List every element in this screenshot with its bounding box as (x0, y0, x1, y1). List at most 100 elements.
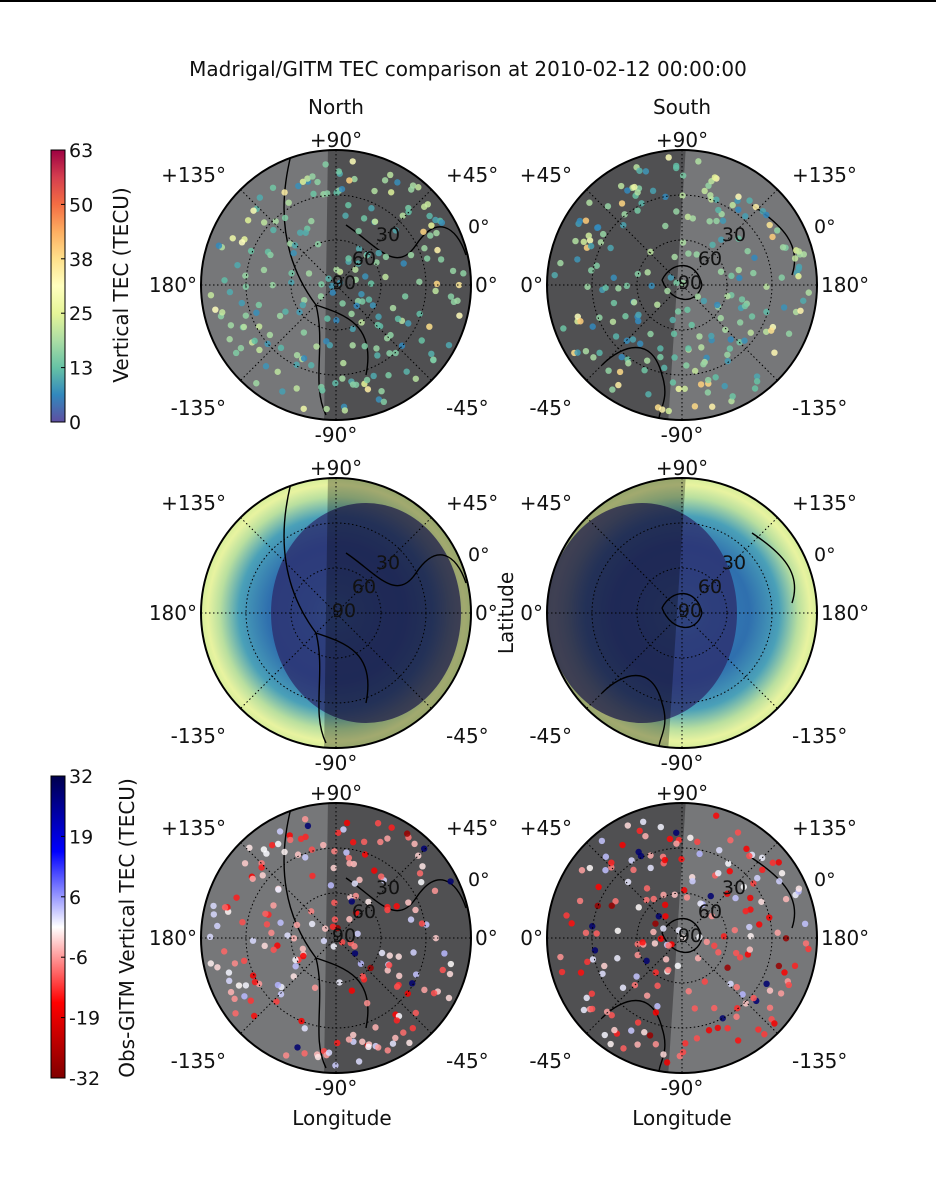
data-point (214, 922, 221, 930)
data-point (735, 266, 742, 274)
data-point (231, 960, 239, 967)
longitude-label-top-right: +135° (792, 163, 857, 187)
data-point (382, 253, 390, 261)
longitude-label-top: +90° (310, 781, 362, 805)
data-point (585, 232, 592, 239)
data-point (349, 325, 356, 333)
data-point (557, 953, 564, 961)
data-point (652, 1041, 660, 1048)
data-point (290, 249, 297, 257)
longitude-label-bottom: -90° (315, 751, 358, 775)
longitude-label-bottom-right: -135° (792, 396, 847, 420)
data-point (720, 933, 728, 940)
data-point (691, 1005, 698, 1012)
data-point (340, 359, 347, 367)
longitude-label-bottom-right: -135° (792, 1049, 847, 1073)
data-point (325, 1049, 333, 1056)
data-point (659, 406, 666, 413)
data-point (385, 961, 393, 969)
data-point (323, 405, 330, 413)
data-point (641, 1029, 648, 1036)
data-point (619, 984, 627, 991)
data-point (274, 368, 281, 375)
data-point (363, 376, 371, 384)
data-point (432, 216, 439, 224)
data-point (652, 920, 659, 927)
data-point (416, 310, 423, 318)
data-point (420, 228, 427, 235)
data-point (268, 929, 275, 937)
data-point (405, 320, 412, 327)
data-point (576, 897, 584, 905)
data-point (332, 1062, 339, 1069)
data-point (339, 300, 346, 307)
data-point (419, 863, 426, 870)
data-point (678, 855, 685, 863)
data-point (300, 952, 307, 960)
data-point (349, 158, 356, 165)
colorbar-tec: 63 50 38 25 13 0 (50, 140, 93, 434)
data-point (299, 178, 307, 185)
data-point (647, 852, 654, 859)
data-point (601, 962, 608, 970)
data-point (351, 950, 359, 957)
data-point (297, 835, 305, 843)
data-point (666, 835, 674, 843)
data-point (301, 1025, 308, 1032)
data-point (785, 981, 793, 989)
data-point (392, 1034, 399, 1042)
data-point (715, 206, 722, 214)
data-point (269, 184, 277, 191)
data-point (282, 1052, 290, 1059)
data-point (697, 900, 704, 907)
data-point (226, 336, 233, 343)
data-point (311, 984, 319, 991)
map-boundary (200, 149, 472, 421)
latitude-label: 60 (698, 901, 722, 923)
map-boundary (546, 477, 818, 749)
data-point (684, 213, 692, 221)
data-point (207, 960, 214, 967)
data-point (428, 222, 435, 229)
data-point (335, 168, 343, 175)
data-point (329, 289, 336, 296)
longitude-label-bottom: -90° (315, 1076, 358, 1100)
data-point (661, 856, 669, 864)
data-point (299, 301, 307, 309)
data-point (247, 247, 255, 255)
data-point (300, 355, 308, 362)
data-point (331, 916, 339, 923)
longitude-label-bottom-left: -45° (529, 724, 572, 748)
data-point (721, 382, 728, 390)
data-point (210, 902, 217, 910)
longitude-label-bottom-left: -135° (171, 1049, 226, 1073)
data-point (599, 970, 606, 977)
data-point (679, 192, 686, 199)
data-point (331, 848, 338, 855)
longitude-label-right: 180° (821, 601, 869, 625)
data-point (368, 205, 375, 212)
data-point (323, 338, 330, 345)
longitude-label-top-right: +45° (446, 163, 498, 187)
data-point (426, 323, 433, 330)
data-point (776, 878, 783, 885)
data-point (775, 859, 782, 866)
data-point (251, 337, 258, 345)
data-point (378, 949, 386, 957)
data-point (646, 1032, 654, 1039)
data-point (583, 994, 590, 1002)
data-point (324, 315, 331, 322)
data-point (698, 344, 705, 351)
data-point (372, 1024, 379, 1031)
edge-latitude-label: 0° (468, 869, 490, 891)
data-point (557, 259, 564, 267)
edge-latitude-label: 0° (814, 544, 836, 566)
data-point (636, 827, 643, 835)
data-point (761, 1031, 768, 1038)
data-point (264, 340, 271, 348)
data-point (221, 277, 228, 284)
data-point (700, 297, 708, 305)
data-point (735, 206, 742, 213)
data-point (387, 171, 394, 179)
colorbar-tick-label: 6 (69, 887, 81, 909)
